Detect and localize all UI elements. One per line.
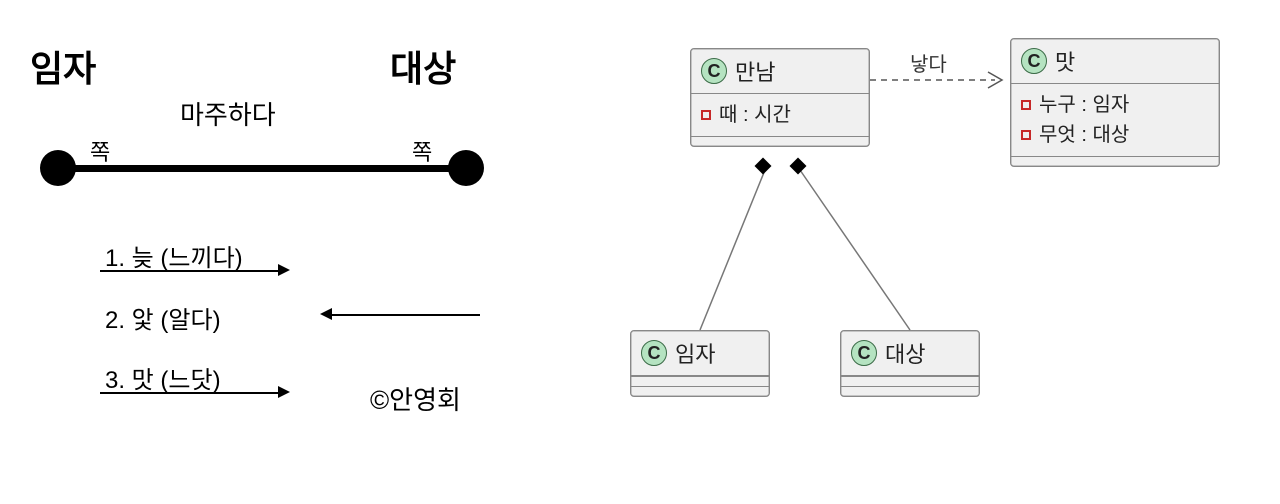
attr-marker-icon: [1021, 130, 1031, 140]
list-item-2-arrowhead: [320, 308, 332, 320]
list-item-2: 2. 앛 (알다): [105, 300, 221, 335]
uml-attr: 누구 : 임자: [1039, 90, 1129, 120]
center-label: 마주하다: [180, 95, 276, 132]
attr-marker-icon: [1021, 100, 1031, 110]
uml-class-object: C 대상: [840, 330, 980, 397]
dependency-label: 낳다: [910, 48, 947, 77]
composition-line-right: [795, 165, 915, 335]
list-item-1-underline: [100, 270, 280, 272]
left-title-object: 대상: [390, 40, 456, 92]
uml-attr: 무엇 : 대상: [1039, 120, 1129, 150]
left-title-owner: 임자: [30, 40, 96, 92]
uml-class-taste: C 맛 누구 : 임자 무엇 : 대상: [1010, 38, 1220, 167]
uml-class-name: 대상: [885, 337, 925, 369]
list-item-1: 1. 늦 (느끼다): [105, 238, 243, 273]
list-item-3-arrowhead: [278, 386, 290, 398]
attr-marker-icon: [701, 110, 711, 120]
uml-class-meeting: C 만남 때 : 시간: [690, 48, 870, 147]
barbell-right-dot: [448, 150, 484, 186]
barbell-line: [60, 165, 460, 172]
uml-c-icon: C: [641, 340, 667, 366]
uml-class-name: 맛: [1055, 45, 1075, 77]
uml-class-name: 만남: [735, 55, 775, 87]
list-item-3-underline: [100, 392, 280, 394]
list-item-2-arrow: [330, 314, 480, 316]
uml-c-icon: C: [701, 58, 727, 84]
end-label-left: 쪽: [90, 135, 110, 167]
end-label-right: 쪽: [412, 135, 432, 167]
uml-class-owner: C 임자: [630, 330, 770, 397]
uml-c-icon: C: [1021, 48, 1047, 74]
composition-line-left: [690, 165, 780, 335]
uml-c-icon: C: [851, 340, 877, 366]
list-item-1-arrowhead: [278, 264, 290, 276]
uml-class-name: 임자: [675, 337, 715, 369]
list-item-3: 3. 맛 (느닷): [105, 360, 221, 395]
uml-attr: 때 : 시간: [719, 100, 791, 130]
credit: ©안영회: [370, 380, 461, 417]
